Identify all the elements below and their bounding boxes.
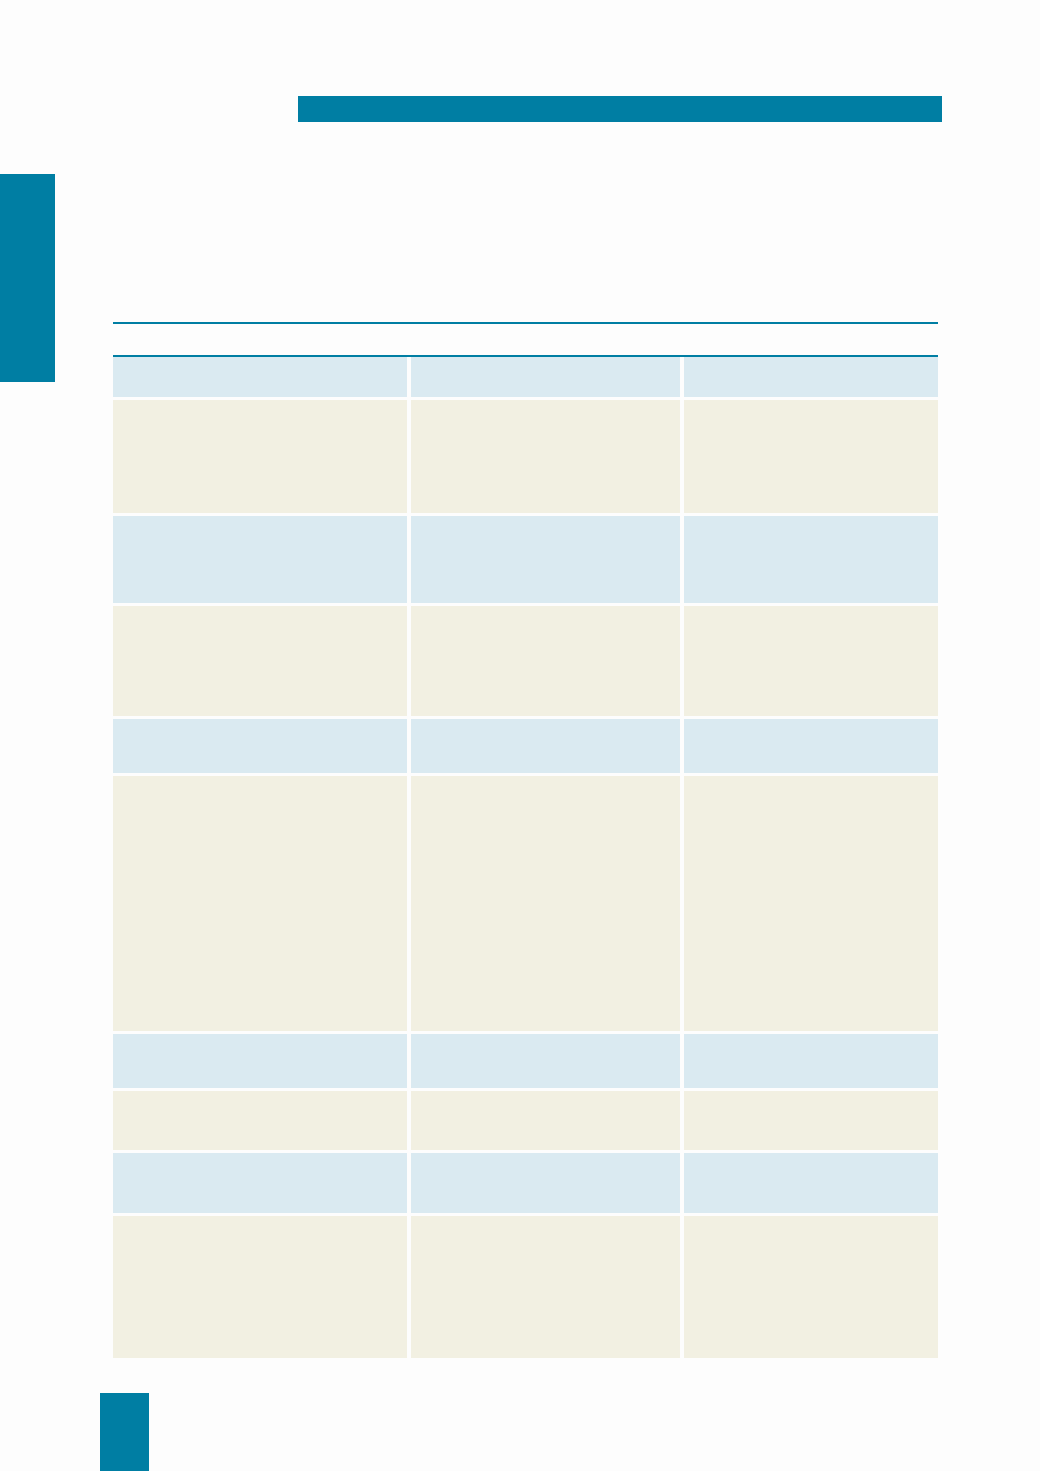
- table-cell: [411, 719, 680, 773]
- chapter-side-tab: [0, 174, 55, 382]
- table-top-rule: [113, 322, 938, 324]
- page-number-tab: [100, 1393, 149, 1471]
- table-cell: [113, 516, 407, 603]
- header-color-bar: [298, 96, 942, 122]
- table-header-rule: [113, 355, 938, 357]
- table-cell: [113, 606, 407, 716]
- table-cell: [684, 606, 938, 716]
- table-cell: [113, 776, 407, 1031]
- table-cell: [113, 357, 407, 397]
- table-cell: [684, 1091, 938, 1150]
- table-cell: [113, 719, 407, 773]
- table-cell: [684, 400, 938, 513]
- table-cell: [411, 1091, 680, 1150]
- table-cell: [684, 1153, 938, 1213]
- table-cell: [684, 776, 938, 1031]
- table-cell: [411, 1034, 680, 1088]
- table-cell: [684, 1034, 938, 1088]
- table-cell: [411, 1216, 680, 1358]
- table-cell: [113, 1153, 407, 1213]
- table-cell: [113, 1034, 407, 1088]
- table-cell: [684, 1216, 938, 1358]
- table-cell: [411, 400, 680, 513]
- table-cell: [684, 357, 938, 397]
- table-cell: [684, 516, 938, 603]
- table-cell: [411, 776, 680, 1031]
- table-cell: [113, 1216, 407, 1358]
- table-cell: [684, 719, 938, 773]
- table-cell: [113, 1091, 407, 1150]
- table-cell: [411, 357, 680, 397]
- table-cell: [411, 606, 680, 716]
- table-cell: [411, 516, 680, 603]
- table-cell: [113, 400, 407, 513]
- table-cell: [411, 1153, 680, 1213]
